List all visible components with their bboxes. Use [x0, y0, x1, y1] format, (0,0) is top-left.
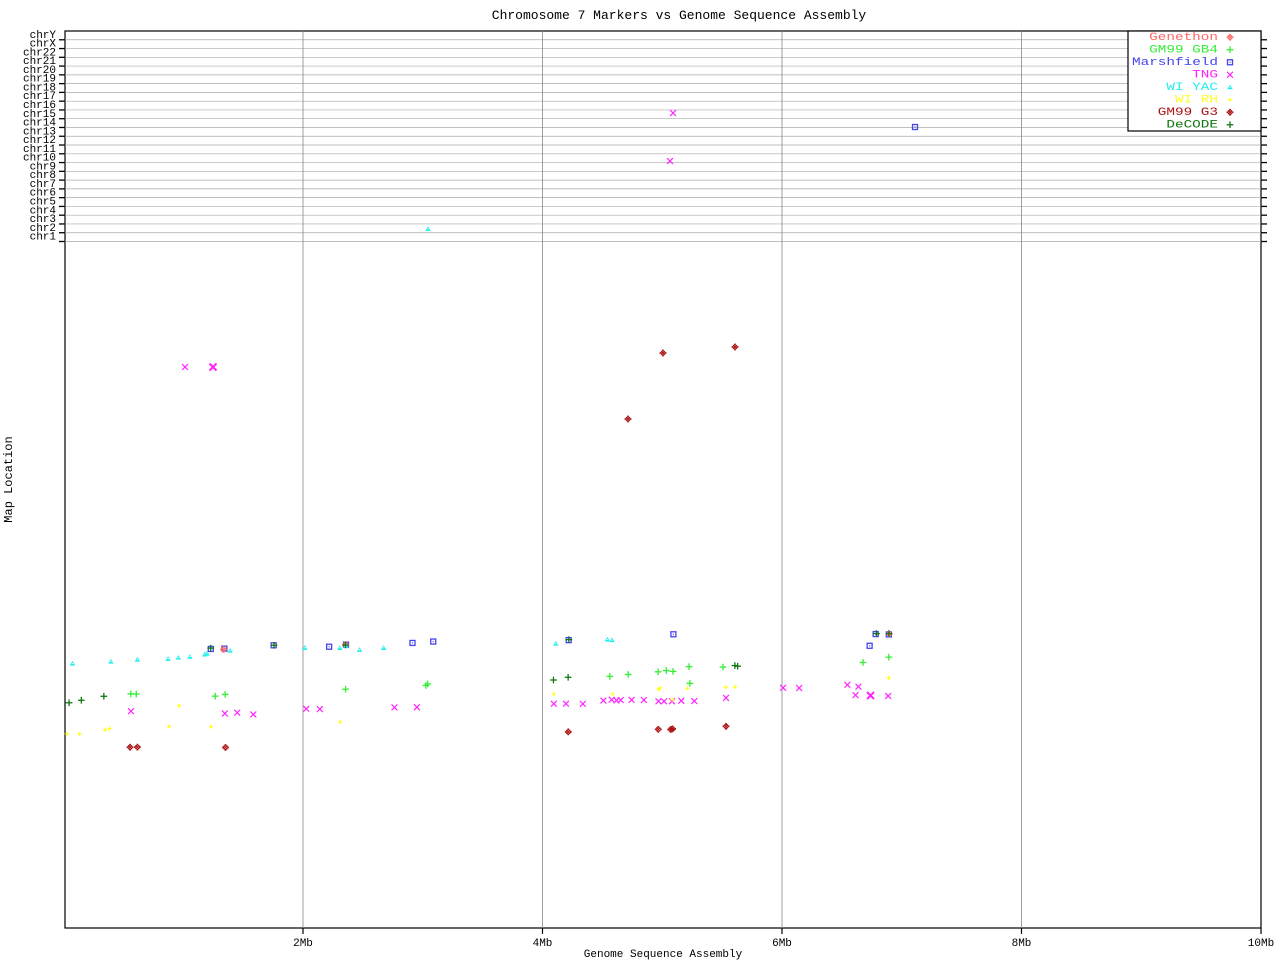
svg-text:GM99 GB4: GM99 GB4	[1149, 45, 1218, 57]
svg-text:WI RH: WI RH	[1175, 95, 1218, 107]
svg-text:2Mb: 2Mb	[293, 938, 313, 950]
svg-text:4Mb: 4Mb	[533, 938, 553, 950]
svg-text:Chromosome 7 Markers vs Genome: Chromosome 7 Markers vs Genome Sequence …	[492, 8, 867, 23]
svg-text:Map Location: Map Location	[2, 436, 16, 522]
svg-text:TNG: TNG	[1192, 70, 1218, 82]
svg-text:Genome Sequence Assembly: Genome Sequence Assembly	[584, 949, 743, 960]
svg-text:DeCODE: DeCODE	[1166, 120, 1218, 132]
svg-text:8Mb: 8Mb	[1012, 938, 1032, 950]
svg-text:WI YAC: WI YAC	[1166, 82, 1218, 94]
svg-text:6Mb: 6Mb	[772, 938, 792, 950]
svg-text:Genethon: Genethon	[1149, 32, 1218, 44]
svg-text:chr1: chr1	[30, 232, 57, 244]
svg-text:Marshfield: Marshfield	[1132, 57, 1218, 69]
svg-text:10Mb: 10Mb	[1248, 938, 1274, 950]
svg-text:GM99 G3: GM99 G3	[1158, 107, 1218, 119]
